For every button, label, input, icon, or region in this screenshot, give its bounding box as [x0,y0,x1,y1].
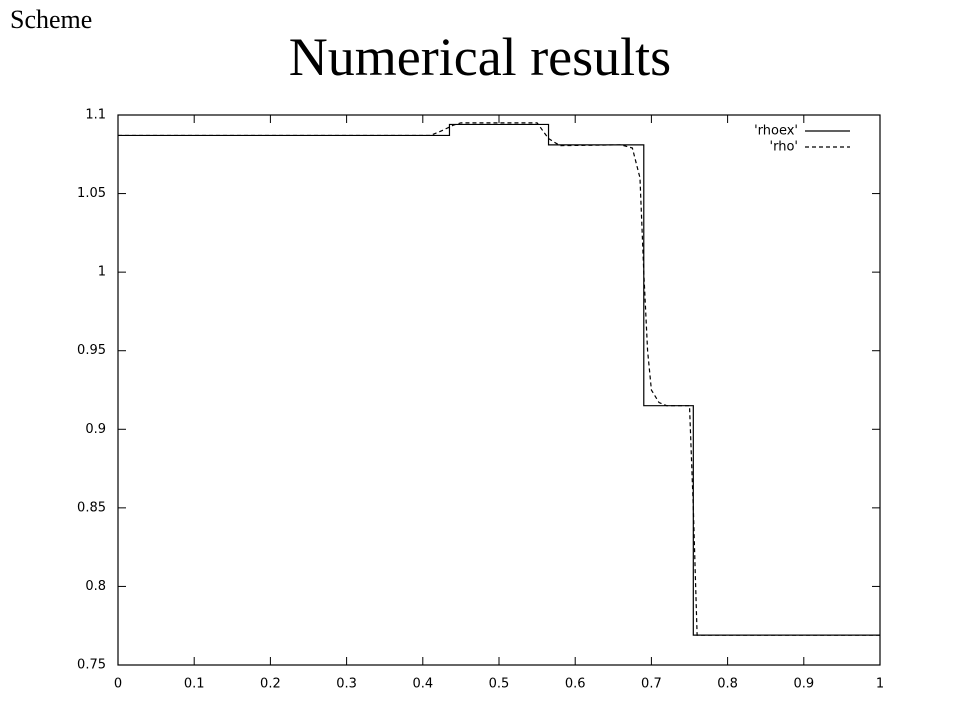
y-tick-label: 0.75 [77,658,106,673]
legend-label: 'rho' [770,140,798,155]
y-tick-label: 0.95 [77,343,106,358]
x-tick-label: 0.9 [793,677,814,692]
x-tick-label: 0.8 [717,677,738,692]
y-tick-label: 1 [98,265,106,280]
x-tick-label: 0.7 [641,677,662,692]
x-tick-label: 0.4 [412,677,433,692]
y-tick-label: 1.1 [85,108,106,123]
y-tick-label: 0.9 [85,422,106,437]
x-tick-label: 0.3 [336,677,357,692]
chart-title: Numerical results [289,27,671,87]
y-tick-label: 0.8 [85,579,106,594]
x-tick-label: 0 [114,677,122,692]
x-tick-label: 1 [876,677,884,692]
y-tick-label: 1.05 [77,186,106,201]
legend-label: 'rhoex' [754,124,798,139]
y-tick-label: 0.85 [77,500,106,515]
x-tick-label: 0.6 [565,677,586,692]
x-tick-label: 0.1 [184,677,205,692]
x-tick-label: 0.2 [260,677,281,692]
x-tick-label: 0.5 [489,677,510,692]
slide-tag: Scheme [10,5,92,34]
